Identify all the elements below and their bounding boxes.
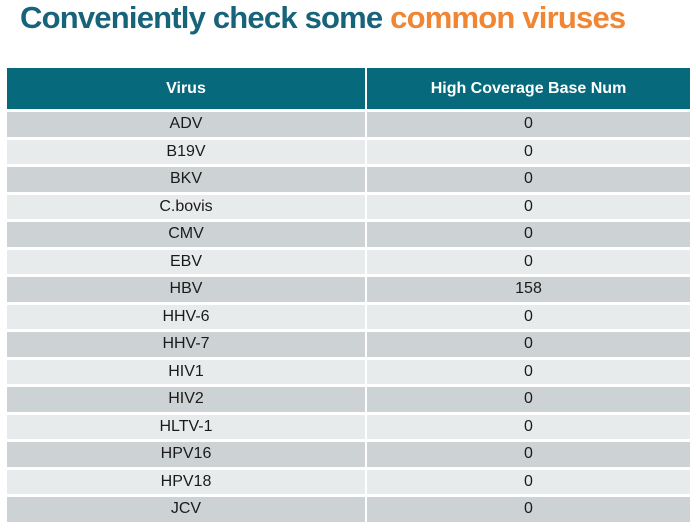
virus-cell: CMV [7,222,365,247]
value-cell: 0 [367,414,690,439]
virus-cell: HPV16 [7,442,365,467]
value-cell: 0 [367,442,690,467]
column-header-coverage: High Coverage Base Num [367,68,690,109]
value-cell: 0 [367,304,690,329]
virus-cell: B19V [7,139,365,164]
value-cell: 0 [367,222,690,247]
virus-cell: HHV-6 [7,304,365,329]
virus-cell: EBV [7,249,365,274]
value-cell: 0 [367,167,690,192]
value-cell: 0 [367,497,690,522]
virus-cell: ADV [7,112,365,137]
virus-table: Virus High Coverage Base Num ADV 0 B19V … [7,68,690,522]
value-cell: 0 [367,359,690,384]
virus-cell: HIV1 [7,359,365,384]
virus-cell: BKV [7,167,365,192]
virus-cell: HHV-7 [7,332,365,357]
title-highlight: common viruses [390,0,626,35]
virus-cell: HLTV-1 [7,414,365,439]
value-cell: 0 [367,194,690,219]
page-title: Conveniently check some common viruses [20,0,626,36]
value-cell: 0 [367,249,690,274]
virus-cell: HPV18 [7,469,365,494]
value-cell: 158 [367,277,690,302]
virus-cell: C.bovis [7,194,365,219]
virus-cell: HIV2 [7,387,365,412]
value-cell: 0 [367,469,690,494]
value-cell: 0 [367,139,690,164]
value-cell: 0 [367,387,690,412]
column-header-virus: Virus [7,68,365,109]
title-text: Conveniently check some [20,0,391,35]
virus-cell: HBV [7,277,365,302]
value-cell: 0 [367,112,690,137]
value-cell: 0 [367,332,690,357]
virus-cell: JCV [7,497,365,522]
